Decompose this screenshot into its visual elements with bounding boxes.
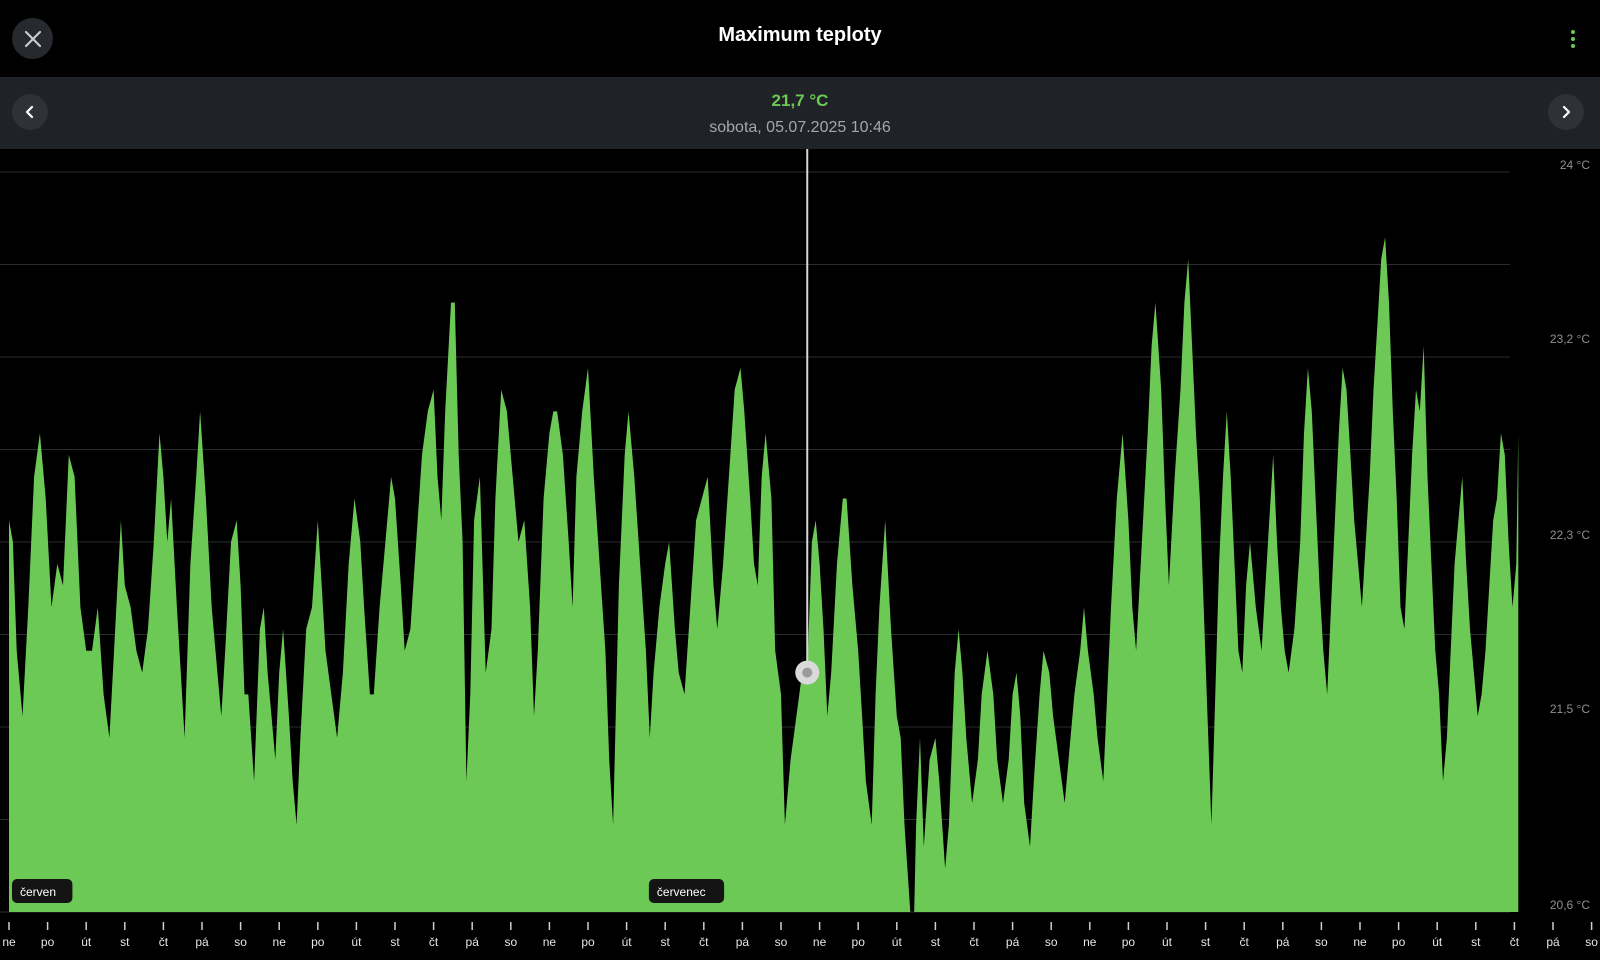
month-label-bg <box>12 879 73 903</box>
x-tick-label: út <box>1162 935 1173 949</box>
x-tick-label: st <box>120 935 130 949</box>
x-tick-label: ne <box>2 935 16 949</box>
y-tick-label: 23,2 °C <box>1550 332 1590 346</box>
x-tick-label: ne <box>543 935 557 949</box>
x-tick-label: ne <box>273 935 287 949</box>
selected-value: 21,7 °C <box>771 91 829 110</box>
page-title: Maximum teploty <box>718 24 882 46</box>
x-tick-label: po <box>1392 935 1406 949</box>
x-tick-label: pá <box>195 935 209 949</box>
next-button[interactable] <box>1548 94 1584 130</box>
header: Maximum teploty <box>0 0 1600 77</box>
x-tick-label: pá <box>1006 935 1020 949</box>
x-tick-label: ne <box>813 935 827 949</box>
x-tick-label: ne <box>1083 935 1097 949</box>
close-icon <box>24 30 41 47</box>
x-tick-label: čt <box>969 935 979 949</box>
previous-button[interactable] <box>12 94 48 130</box>
area-series <box>9 237 1519 913</box>
y-tick-label: 24 °C <box>1560 158 1590 172</box>
month-label: červen <box>12 879 73 903</box>
x-tick-label: po <box>852 935 866 949</box>
close-button[interactable] <box>12 18 53 59</box>
x-tick-label: čt <box>1510 935 1520 949</box>
month-label: červenec <box>648 879 725 903</box>
x-tick-label: so <box>504 935 517 949</box>
month-label-bg <box>648 879 725 903</box>
x-tick-label: pá <box>736 935 750 949</box>
cursor-marker-center <box>802 667 813 678</box>
x-tick-label: út <box>351 935 362 949</box>
x-tick-label: st <box>661 935 671 949</box>
x-tick-label: po <box>311 935 325 949</box>
x-tick-label: út <box>1432 935 1443 949</box>
x-tick-label: st <box>1201 935 1211 949</box>
x-tick-label: st <box>931 935 941 949</box>
x-tick-label: út <box>81 935 92 949</box>
x-tick-label: st <box>1471 935 1481 949</box>
x-tick-label: pá <box>1276 935 1290 949</box>
x-tick-label: pá <box>466 935 480 949</box>
y-tick-label: 20,6 °C <box>1550 898 1590 912</box>
x-tick-label: út <box>892 935 903 949</box>
month-label-text: červen <box>20 885 56 899</box>
x-tick-label: po <box>1122 935 1136 949</box>
x-tick-label: pá <box>1546 935 1560 949</box>
x-tick-label: so <box>234 935 247 949</box>
y-tick-label: 21,5 °C <box>1550 702 1590 716</box>
x-tick-label: čt <box>159 935 169 949</box>
temperature-chart[interactable]: 24 °C 23,2 °C 22,3 °C 21,5 °C 20,6 °C červen č… <box>0 149 1600 960</box>
x-tick-label: so <box>1585 935 1598 949</box>
selected-datetime: sobota, 05.07.2025 10:46 <box>709 119 891 136</box>
chevron-right-icon <box>1562 105 1571 119</box>
chevron-left-icon <box>25 105 34 119</box>
selection-bar: 21,7 °C sobota, 05.07.2025 10:46 <box>0 77 1600 149</box>
x-tick-label: po <box>581 935 595 949</box>
more-vert-icon <box>1571 30 1575 48</box>
more-menu-button[interactable] <box>1558 22 1588 56</box>
x-tick-label: čt <box>429 935 439 949</box>
x-tick-label: st <box>390 935 400 949</box>
x-tick-label: po <box>41 935 55 949</box>
x-tick-label: ne <box>1353 935 1367 949</box>
x-tick-label: so <box>1045 935 1058 949</box>
y-tick-label: 22,3 °C <box>1550 528 1590 542</box>
x-tick-label: út <box>622 935 633 949</box>
x-tick-label: čt <box>699 935 709 949</box>
x-tick-label: čt <box>1240 935 1250 949</box>
month-label-text: červenec <box>657 885 706 899</box>
x-tick-label: so <box>1315 935 1328 949</box>
x-tick-label: so <box>775 935 788 949</box>
